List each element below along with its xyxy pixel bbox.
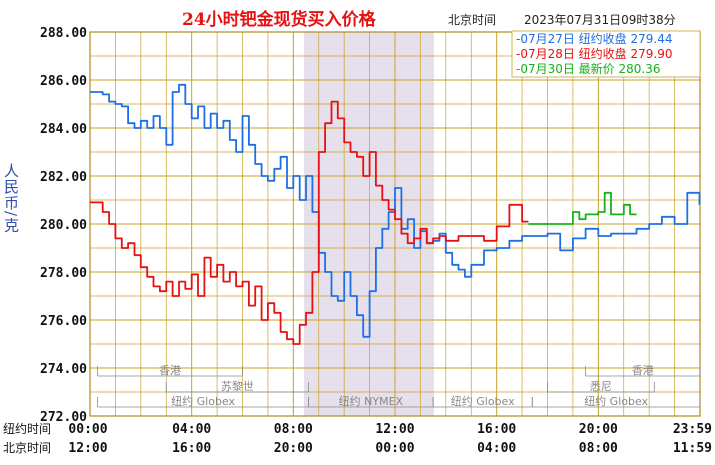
x-tick-label-bj: 11:59 (673, 441, 712, 456)
timestamp: 2023年07月31日09时38分 (524, 13, 676, 27)
session-label: 纽约 Globex (451, 394, 515, 408)
series-line-2 (528, 191, 637, 225)
x-tick-label-bj: 20:00 (274, 441, 313, 456)
legend-box (511, 30, 701, 78)
y-tick-label: 280.00 (40, 218, 87, 233)
x-tick-label-bj: 12:00 (68, 441, 107, 456)
x-tick-label-bj: 00:00 (375, 441, 414, 456)
y-tick-label: 284.00 (40, 122, 87, 137)
session-label: 悉尼 (590, 380, 612, 393)
x-tick-label-ny: 12:00 (375, 422, 414, 437)
y-tick-label: 286.00 (40, 74, 87, 89)
series-layer (90, 83, 701, 345)
y-axis-label: 人民币/克 (2, 163, 20, 233)
x-tick-label-bj: 04:00 (477, 441, 516, 456)
ny-time-row-label: 纽约时间 (3, 421, 51, 436)
x-tick-label-ny: 00:00 (68, 422, 107, 437)
x-tick-label-bj: 16:00 (172, 441, 211, 456)
y-tick-label: 278.00 (40, 266, 87, 281)
y-tick-label: 276.00 (40, 314, 87, 329)
y-tick-label: 282.00 (40, 170, 87, 185)
series-line-1 (90, 100, 529, 345)
axis-layer: 288.00 286.00 284.00 282.00 280.00 278.00 276.… (40, 26, 712, 456)
session-label: 香港 (632, 364, 654, 377)
x-tick-label-ny: 04:00 (172, 422, 211, 437)
chart-title: 24小时钯金现货买入价格 (182, 9, 377, 30)
session-label: 纽约 Globex (584, 394, 648, 408)
legend-entry: -07月28日 纽约收盘 279.90 (516, 46, 673, 61)
x-tick-label-ny: 08:00 (274, 422, 313, 437)
legend: -07月27日 纽约收盘 279.44-07月28日 纽约收盘 279.90-0… (511, 30, 701, 78)
x-tick-label-ny: 16:00 (477, 422, 516, 437)
legend-entry: -07月30日 最新价 280.36 (516, 61, 661, 76)
x-tick-label-ny: 20:00 (579, 422, 618, 437)
y-tick-label: 288.00 (40, 26, 87, 41)
session-label: 香港 (159, 364, 181, 377)
x-tick-label-bj: 08:00 (579, 441, 618, 456)
session-label: 纽约 Globex (171, 394, 235, 408)
session-label: 纽约 NYMEX (339, 394, 404, 408)
session-label: 苏黎世 (221, 379, 254, 393)
timestamp-label: 北京时间 (448, 13, 496, 27)
y-tick-label: 274.00 (40, 362, 87, 377)
legend-entry: -07月27日 纽约收盘 279.44 (516, 31, 673, 46)
x-tick-label-ny: 23:59 (673, 422, 712, 437)
bj-time-row-label: 北京时间 (3, 441, 51, 455)
plot-frame (89, 31, 701, 417)
series-line-0 (90, 83, 701, 338)
y-tick-label: 272.00 (40, 410, 87, 425)
